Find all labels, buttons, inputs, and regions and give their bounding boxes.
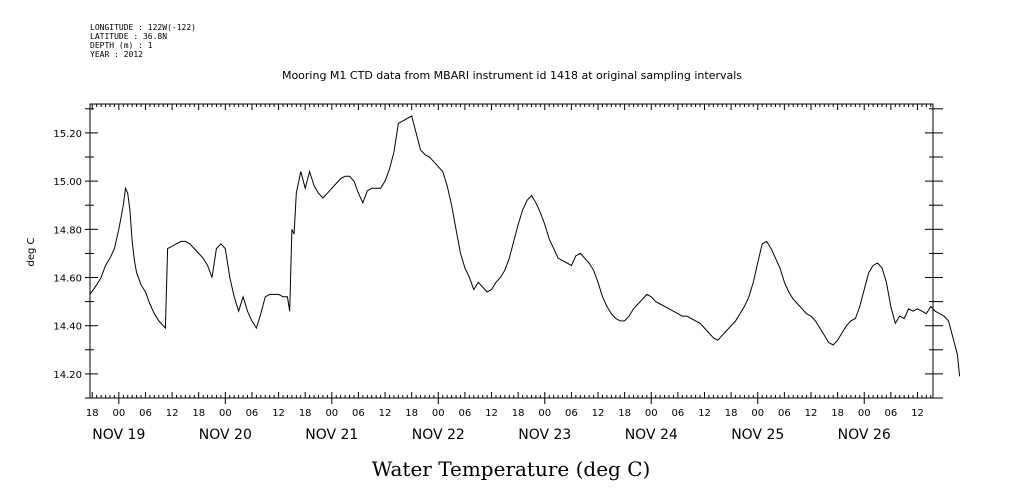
x-tick-label: 00 (325, 408, 338, 419)
axis-labels: 18 00 06 12 18 00 06 12 18 00 06 12 18 00 06 12 18 00 06 12… (53, 129, 923, 443)
x-tick-label: 00 (751, 408, 764, 419)
chart-title: Mooring M1 CTD data from MBARI instrumen… (282, 69, 742, 82)
y-tick-label: 15.20 (53, 129, 82, 140)
x-tick-label: 06 (672, 408, 685, 419)
year-text: YEAR : 2012 (90, 50, 143, 59)
x-tick-label: 00 (219, 408, 232, 419)
x-day-label: NOV 22 (412, 427, 465, 443)
x-tick-label: 00 (432, 408, 445, 419)
x-tick-label: 12 (592, 408, 605, 419)
x-tick-label: 06 (459, 408, 472, 419)
x-tick-label: 12 (485, 408, 498, 419)
x-tick-label: 18 (831, 408, 844, 419)
axis-ticks (85, 104, 943, 404)
x-tick-label: 06 (246, 408, 259, 419)
plot-frame (89, 103, 934, 399)
x-tick-label: 18 (618, 408, 631, 419)
x-tick-label: 18 (512, 408, 525, 419)
x-tick-label: 12 (911, 408, 924, 419)
x-tick-label: 18 (405, 408, 418, 419)
x-tick-label: 06 (884, 408, 897, 419)
x-tick-label: 06 (778, 408, 791, 419)
x-day-label: NOV 25 (731, 427, 784, 443)
y-axis-label: deg C (26, 237, 37, 266)
y-tick-label: 15.00 (53, 177, 82, 188)
x-tick-label: 00 (858, 408, 871, 419)
y-tick-label: 14.40 (53, 322, 82, 333)
y-tick-label: 14.60 (53, 274, 82, 285)
x-day-label: NOV 21 (305, 427, 358, 443)
x-day-label: NOV 26 (838, 427, 891, 443)
x-tick-label: 12 (272, 408, 285, 419)
x-tick-label: 18 (192, 408, 205, 419)
longitude-text: LONGITUDE : 122W(-122) (90, 23, 196, 32)
x-tick-label: 18 (86, 408, 99, 419)
x-day-label: NOV 24 (625, 427, 678, 443)
x-tick-label: 12 (379, 408, 392, 419)
x-tick-label: 00 (645, 408, 658, 419)
x-tick-label: 06 (565, 408, 578, 419)
x-tick-label: 00 (538, 408, 551, 419)
y-tick-label: 14.80 (53, 225, 82, 236)
x-day-label: NOV 20 (199, 427, 252, 443)
x-tick-label: 12 (698, 408, 711, 419)
x-tick-label: 00 (112, 408, 125, 419)
x-tick-label: 12 (805, 408, 818, 419)
depth-text: DEPTH (m) : 1 (90, 41, 153, 50)
header-info: LONGITUDE : 122W(-122) LATITUDE : 36.8N … (90, 23, 196, 59)
y-tick-label: 14.20 (53, 370, 82, 381)
latitude-text: LATITUDE : 36.8N (90, 32, 167, 41)
x-tick-label: 18 (299, 408, 312, 419)
x-day-label: NOV 19 (92, 427, 145, 443)
x-tick-label: 18 (725, 408, 738, 419)
x-tick-label: 06 (139, 408, 152, 419)
x-day-label: NOV 23 (518, 427, 571, 443)
x-tick-label: 12 (166, 408, 179, 419)
x-axis-label: Water Temperature (deg C) (372, 457, 651, 481)
x-tick-label: 06 (352, 408, 365, 419)
series-line (89, 115, 961, 377)
